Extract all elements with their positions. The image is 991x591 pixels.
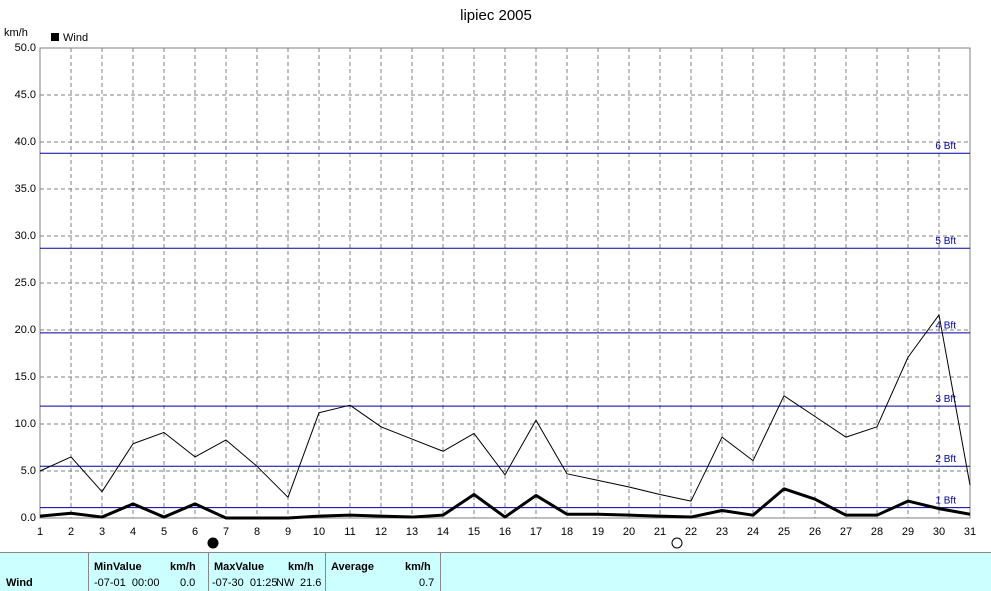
y-tick-label: 25.0 [15, 277, 36, 289]
x-tick-label: 21 [654, 526, 666, 538]
avg-header: Average [331, 561, 375, 573]
bft-label: 5 Bft [935, 236, 956, 247]
x-tick-label: 15 [468, 526, 480, 538]
x-tick-label: 19 [592, 526, 604, 538]
legend-swatch [51, 33, 59, 41]
x-tick-label: 20 [623, 526, 635, 538]
x-tick-label: 1 [37, 526, 43, 538]
min-header: MinValue [94, 561, 142, 573]
legend-label: Wind [63, 32, 88, 44]
min-value: 0.0 [180, 577, 196, 589]
moon-full [207, 537, 219, 549]
row-label: Wind [6, 577, 33, 589]
min-unit: km/h [170, 561, 196, 573]
avg-value: 0.7 [419, 577, 435, 589]
y-tick-label: 35.0 [15, 183, 36, 195]
x-tick-label: 7 [223, 526, 229, 538]
y-tick-label: 20.0 [15, 324, 36, 336]
x-tick-label: 18 [561, 526, 573, 538]
x-tick-label: 17 [530, 526, 542, 538]
y-tick-label: 50.0 [15, 42, 36, 54]
y-tick-label: 5.0 [21, 465, 36, 477]
x-tick-label: 8 [254, 526, 260, 538]
x-tick-label: 2 [68, 526, 74, 538]
y-tick-label: 15.0 [15, 371, 36, 383]
chart-title: lipiec 2005 [460, 7, 532, 24]
bft-label: 1 Bft [935, 495, 956, 506]
x-tick-label: 25 [778, 526, 790, 538]
x-tick-label: 12 [375, 526, 387, 538]
bft-label: 2 Bft [935, 454, 956, 465]
y-tick-label: 10.0 [15, 418, 36, 430]
y-tick-label: 30.0 [15, 230, 36, 242]
chart: lipiec 2005 km/h Wind 0.0 5.0 10.0 15.0 20.0… [4, 7, 976, 549]
max-time: -07-30 01:25 [212, 577, 278, 589]
x-tick-label: 11 [344, 526, 355, 538]
y-unit: km/h [4, 27, 28, 39]
x-tick-label: 9 [285, 526, 291, 538]
x-tick-label: 6 [192, 526, 198, 538]
x-tick-label: 3 [99, 526, 105, 538]
moon-new [671, 537, 683, 549]
x-tick-label: 31 [964, 526, 976, 538]
x-tick-label: 10 [313, 526, 325, 538]
avg-unit: km/h [405, 561, 431, 573]
x-tick-label: 22 [685, 526, 697, 538]
min-time: -07-01 00:00 [94, 577, 160, 589]
series-line [39, 314, 971, 502]
x-tick-label: 5 [161, 526, 167, 538]
bft-label: 6 Bft [935, 141, 956, 152]
x-tick-label: 24 [747, 526, 759, 538]
max-header: MaxValue [214, 561, 265, 573]
x-tick-label: 23 [716, 526, 728, 538]
y-tick-label: 40.0 [15, 136, 36, 148]
x-tick-label: 14 [437, 526, 449, 538]
x-tick-label: 30 [933, 526, 945, 538]
x-tick-label: 29 [902, 526, 914, 538]
bft-label: 3 Bft [935, 394, 956, 405]
x-tick-label: 28 [871, 526, 883, 538]
bft-label: 4 Bft [935, 320, 956, 331]
series-line [39, 487, 971, 520]
x-tick-label: 16 [499, 526, 511, 538]
max-dir: NW [276, 577, 295, 589]
y-tick-label: 0.0 [21, 512, 36, 524]
x-tick-label: 26 [809, 526, 821, 538]
x-tick-label: 27 [840, 526, 852, 538]
y-tick-label: 45.0 [15, 89, 36, 101]
x-tick-label: 4 [130, 526, 136, 538]
max-value: 21.6 [300, 577, 322, 589]
x-tick-label: 13 [406, 526, 418, 538]
summary-table: Wind MinValue km/h -07-01 00:00 0.0 MaxV… [0, 552, 991, 591]
max-unit: km/h [288, 561, 314, 573]
